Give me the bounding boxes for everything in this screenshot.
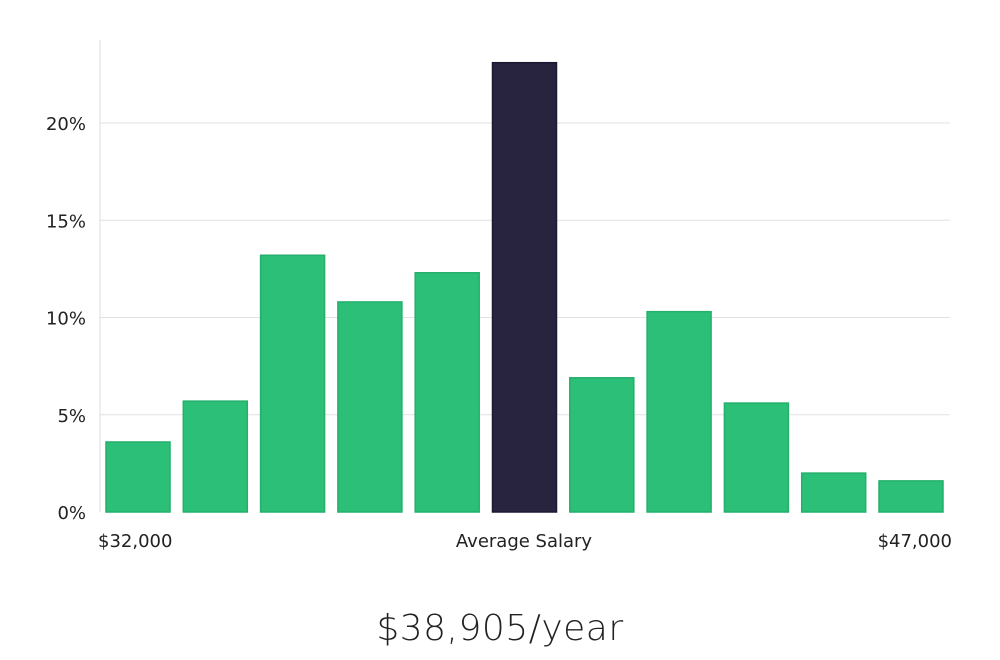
histogram-bar (182, 400, 249, 513)
histogram-bars (105, 61, 944, 513)
histogram-bar (569, 377, 635, 513)
salary-histogram-chart: 0% 5% 10% 15% 20% $32,000 Average Salary $47… (46, 40, 952, 552)
average-salary-value: $38,905/year (376, 608, 624, 649)
y-tick-label: 0% (57, 503, 86, 524)
x-axis-min-label: $32,000 (98, 531, 172, 552)
histogram-bar (337, 301, 403, 513)
y-axis-ticks: 0% 5% 10% 15% 20% (46, 114, 86, 524)
y-tick-label: 15% (46, 211, 86, 232)
histogram-bar (800, 472, 867, 513)
histogram-bar-average (491, 61, 558, 513)
x-axis-max-label: $47,000 (878, 531, 952, 552)
histogram-bar (878, 480, 944, 513)
histogram-bar (259, 254, 326, 513)
histogram-bar (414, 272, 480, 513)
histogram-bar (105, 441, 171, 513)
y-tick-label: 10% (46, 309, 86, 330)
histogram-bar (646, 310, 712, 513)
y-tick-label: 20% (46, 114, 86, 135)
x-axis-title: Average Salary (456, 531, 593, 552)
y-tick-label: 5% (57, 406, 86, 427)
histogram-bar (723, 402, 790, 513)
